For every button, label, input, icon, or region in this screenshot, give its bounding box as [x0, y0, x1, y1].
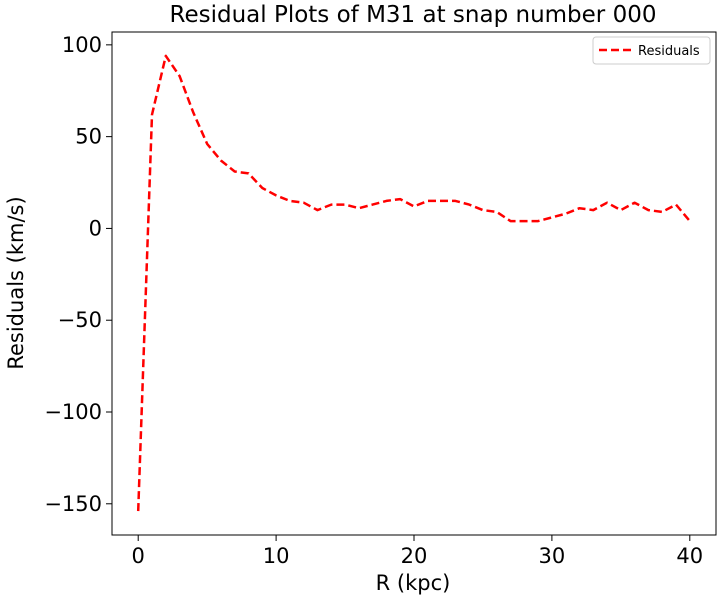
x-tick-label: 30 — [539, 544, 566, 568]
y-tick-label: 50 — [75, 125, 102, 149]
legend-box — [592, 36, 711, 65]
x-axis-label: R (kpc) — [376, 571, 451, 595]
x-tick-label: 40 — [676, 544, 703, 568]
legend: Residuals — [592, 36, 711, 65]
plot-frame — [111, 31, 717, 536]
series-layer — [136, 54, 691, 512]
series-line-residuals — [136, 54, 691, 512]
y-tick-label: −50 — [58, 308, 102, 332]
y-tick-label: 0 — [89, 216, 102, 240]
chart-title: Residual Plots of M31 at snap number 000 — [170, 2, 657, 28]
x-axis: 0 10 20 30 40 — [132, 535, 703, 568]
x-tick-label: 10 — [263, 544, 290, 568]
legend-label: Residuals — [638, 44, 700, 59]
x-tick-label: 20 — [401, 544, 428, 568]
y-axis-label: Residuals (km/s) — [4, 196, 28, 369]
y-tick-label: 100 — [62, 33, 102, 57]
y-tick-label: −100 — [44, 400, 102, 424]
y-tick-label: −150 — [44, 492, 102, 516]
y-axis: −150 −100 −50 0 50 100 — [44, 33, 112, 516]
x-tick-label: 0 — [132, 544, 145, 568]
